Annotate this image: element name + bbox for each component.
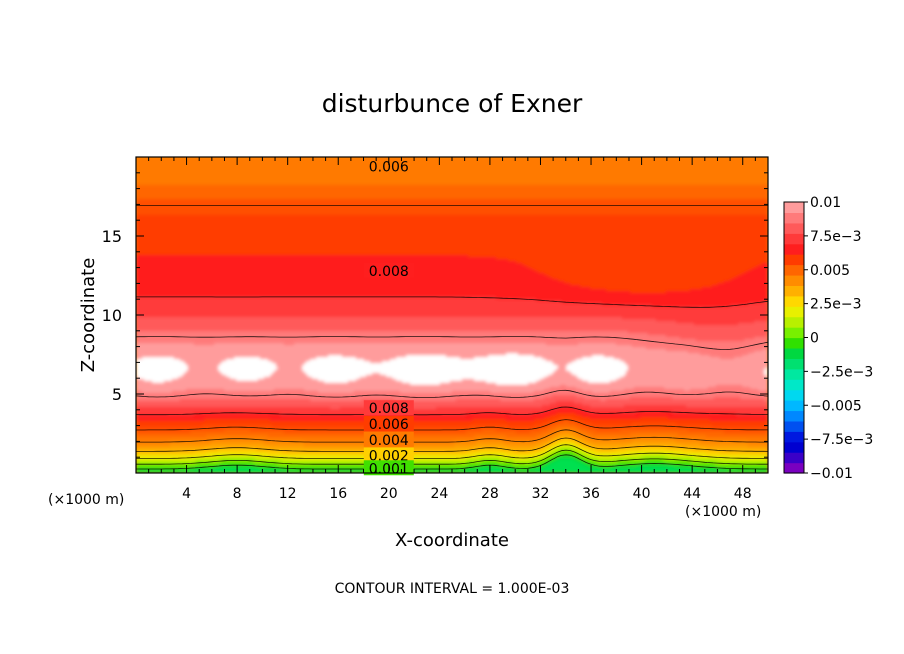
contour-label-text: 0.008 xyxy=(369,401,409,417)
colorbar-cell xyxy=(784,368,804,380)
colorbar-label: 0.005 xyxy=(810,263,850,279)
x-unit-left: (×1000 m) xyxy=(48,492,124,508)
contour-label-bg xyxy=(363,158,414,174)
contour-label-bg xyxy=(363,416,414,432)
contour-label-text: 0.006 xyxy=(369,417,409,433)
chart-title: disturbunce of Exner xyxy=(322,89,583,118)
colorbar-cell xyxy=(784,452,804,464)
colorbar-label: −7.5e−3 xyxy=(810,432,873,448)
contour-label-text: 0.006 xyxy=(369,159,409,175)
colorbar-cell xyxy=(784,306,804,318)
x-tick-label: 48 xyxy=(734,486,752,502)
colorbar: 0.01 7.5e−3 0.005 2.5e−3 0 −2.5e−3 −0.005 −7.5e… xyxy=(783,195,873,482)
colorbar-label: −0.01 xyxy=(810,466,853,482)
y-tick-label: 5 xyxy=(112,385,122,404)
colorbar-cell xyxy=(784,420,804,432)
x-axis-label: X-coordinate xyxy=(395,530,509,551)
colorbar-cell xyxy=(784,316,804,328)
colorbar-cell xyxy=(784,389,804,401)
contour-label-bg xyxy=(363,262,414,278)
y-axis-ticks: 5 10 15 xyxy=(102,172,768,458)
contour-line xyxy=(136,296,768,416)
contour-label-text: 0.004 xyxy=(369,433,409,449)
contour-label-bg xyxy=(363,400,414,416)
colorbar-cell xyxy=(784,212,804,224)
colorbar-cell xyxy=(784,233,804,245)
x-tick-label: 12 xyxy=(279,486,297,502)
contour-lines xyxy=(136,205,768,470)
contour-fill xyxy=(136,157,768,473)
colorbar-cell xyxy=(784,222,804,234)
x-unit-right: (×1000 m) xyxy=(685,504,761,520)
colorbar-cell xyxy=(784,337,804,349)
x-tick-label: 4 xyxy=(182,486,191,502)
colorbar-cell xyxy=(784,358,804,370)
y-axis-label: Z-coordinate xyxy=(78,258,99,373)
y-tick-label: 15 xyxy=(102,227,122,246)
colorbar-label: 0.01 xyxy=(810,195,841,211)
colorbar-cell xyxy=(784,410,804,422)
x-tick-label: 40 xyxy=(633,486,651,502)
colorbar-cell xyxy=(784,295,804,307)
colorbar-cells xyxy=(784,202,804,474)
contour-line xyxy=(136,449,768,465)
contour-label-bg xyxy=(363,431,414,447)
contour-label: 0.008 xyxy=(363,400,414,417)
contour-label: 0.004 xyxy=(363,431,414,449)
colorbar-cell xyxy=(784,462,804,474)
colorbar-cell xyxy=(784,327,804,339)
colorbar-cell xyxy=(784,264,804,276)
colorbar-cell xyxy=(784,441,804,453)
contour-line xyxy=(136,205,768,431)
colorbar-cell xyxy=(784,379,804,391)
colorbar-cell xyxy=(784,243,804,255)
colorbar-label: −0.005 xyxy=(810,398,862,414)
colorbar-cell xyxy=(784,254,804,266)
colorbar-label: 7.5e−3 xyxy=(810,229,862,245)
contour-label-text: 0.008 xyxy=(369,264,409,280)
x-axis-ticks: 4 8 12 16 20 24 28 32 36 40 44 48 xyxy=(148,157,756,502)
colorbar-cell xyxy=(784,347,804,359)
contour-label: 0.006 xyxy=(363,416,414,433)
colorbar-cell xyxy=(784,400,804,412)
x-tick-label: 24 xyxy=(430,486,448,502)
colorbar-labels: 0.01 7.5e−3 0.005 2.5e−3 0 −2.5e−3 −0.005 −7.5e… xyxy=(804,195,873,482)
x-tick-label: 32 xyxy=(532,486,550,502)
x-tick-label: 44 xyxy=(683,486,701,502)
colorbar-cell xyxy=(784,285,804,297)
contour-label-bg xyxy=(363,447,414,463)
contour-label: 0.006 xyxy=(363,158,414,175)
contour-interval-note: CONTOUR INTERVAL = 1.000E-03 xyxy=(335,581,570,597)
colorbar-label: −2.5e−3 xyxy=(810,364,873,380)
x-tick-label: 28 xyxy=(481,486,499,502)
x-tick-label: 20 xyxy=(380,486,398,502)
x-tick-label: 36 xyxy=(582,486,600,502)
colorbar-label: 2.5e−3 xyxy=(810,297,862,313)
contour-line xyxy=(136,336,768,398)
contour-label: 0.008 xyxy=(363,262,414,280)
colorbar-cell xyxy=(784,274,804,286)
colorbar-cell xyxy=(784,431,804,443)
x-tick-label: 16 xyxy=(329,486,347,502)
colorbar-cell xyxy=(784,202,804,214)
colorbar-label: 0 xyxy=(810,331,819,347)
y-tick-label: 10 xyxy=(102,306,122,325)
x-tick-label: 8 xyxy=(233,486,242,502)
